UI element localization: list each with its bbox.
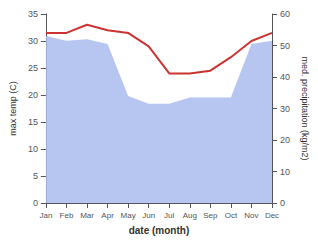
svg-text:10: 10 [28, 144, 38, 154]
svg-text:25: 25 [28, 63, 38, 73]
svg-text:Aug: Aug [183, 211, 197, 220]
svg-text:20: 20 [28, 90, 38, 100]
svg-text:Jun: Jun [142, 211, 155, 220]
svg-text:Oct: Oct [225, 211, 238, 220]
svg-text:40: 40 [280, 72, 290, 82]
svg-text:0: 0 [280, 198, 285, 208]
svg-text:Nov: Nov [244, 211, 258, 220]
svg-text:0: 0 [33, 198, 38, 208]
svg-text:med. precipitation (kg/m2): med. precipitation (kg/m2) [300, 56, 310, 160]
svg-text:20: 20 [280, 135, 290, 145]
svg-text:30: 30 [280, 104, 290, 114]
svg-text:Sep: Sep [203, 211, 218, 220]
svg-text:Jul: Jul [164, 211, 174, 220]
svg-text:35: 35 [28, 9, 38, 19]
svg-text:Dec: Dec [265, 211, 279, 220]
svg-text:date (month): date (month) [129, 225, 190, 236]
svg-text:Mar: Mar [80, 211, 94, 220]
svg-text:Jan: Jan [39, 211, 52, 220]
svg-text:May: May [121, 211, 136, 220]
svg-text:50: 50 [280, 41, 290, 51]
svg-text:Feb: Feb [60, 211, 74, 220]
svg-text:10: 10 [280, 167, 290, 177]
svg-text:30: 30 [28, 36, 38, 46]
svg-text:60: 60 [280, 9, 290, 19]
svg-text:Apr: Apr [101, 211, 114, 220]
svg-text:15: 15 [28, 117, 38, 127]
svg-text:max temp (C): max temp (C) [8, 81, 18, 136]
svg-text:5: 5 [33, 171, 38, 181]
